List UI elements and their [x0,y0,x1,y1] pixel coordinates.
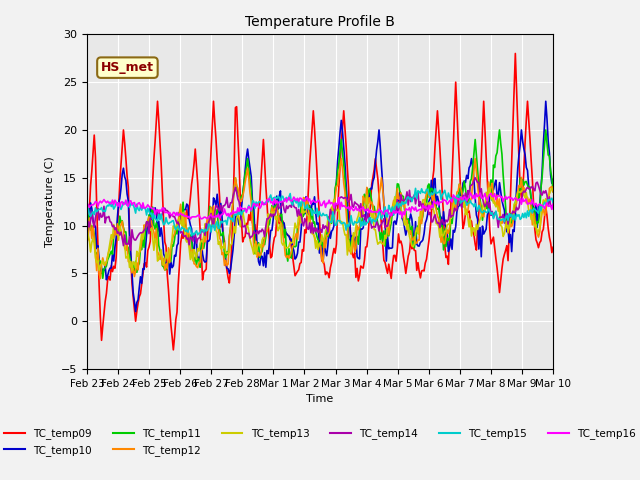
Line: TC_temp09: TC_temp09 [87,53,553,350]
TC_temp12 [97,276,104,281]
TC_temp14 [324,229,332,235]
TC_temp13 [324,216,332,221]
Text: HS_met: HS_met [101,61,154,74]
TC_temp13 [113,228,121,234]
TC_temp16 [467,190,474,196]
TC_temp10 [486,192,493,198]
TC_temp12 [324,232,332,238]
TC_temp13 [99,258,107,264]
TC_temp13 [83,226,91,231]
TC_temp15 [113,200,121,206]
TC_temp16 [548,206,556,212]
TC_temp14 [549,202,557,208]
TC_temp11 [548,175,556,181]
TC_temp16 [417,206,424,212]
TC_temp16 [186,216,194,222]
Line: TC_temp10: TC_temp10 [87,101,553,312]
TC_temp16 [487,191,495,196]
TC_temp16 [113,203,121,209]
TC_temp13 [548,185,556,191]
TC_temp10 [549,176,557,182]
TC_temp09 [417,275,424,281]
TC_temp13 [486,185,493,191]
TC_temp10 [113,215,121,221]
TC_temp12 [100,260,108,266]
TC_temp09 [324,270,332,276]
TC_temp12 [418,221,426,227]
TC_temp15 [99,208,107,214]
TC_temp10 [417,240,424,245]
TC_temp15 [487,211,495,217]
TC_temp15 [83,209,91,215]
X-axis label: Time: Time [307,394,333,404]
TC_temp09 [113,226,121,231]
TC_temp10 [542,98,550,104]
TC_temp09 [170,347,177,353]
TC_temp10 [83,234,91,240]
Line: TC_temp11: TC_temp11 [87,130,553,278]
TC_temp15 [548,195,556,201]
TC_temp12 [83,227,91,232]
Legend: TC_temp09, TC_temp10, TC_temp11, TC_temp12, TC_temp13, TC_temp14, TC_temp15, TC_: TC_temp09, TC_temp10, TC_temp11, TC_temp… [0,424,640,460]
TC_temp15 [188,233,195,239]
Line: TC_temp16: TC_temp16 [87,193,553,219]
TC_temp14 [417,199,424,204]
TC_temp11 [495,127,503,133]
TC_temp11 [324,234,332,240]
TC_temp14 [487,213,495,218]
TC_temp12 [487,184,495,190]
TC_temp13 [128,268,136,274]
TC_temp09 [511,50,519,56]
TC_temp12 [337,156,345,161]
TC_temp12 [115,226,122,231]
Line: TC_temp15: TC_temp15 [87,188,553,236]
TC_temp15 [418,186,426,192]
TC_temp09 [99,324,107,329]
TC_temp13 [417,216,424,222]
TC_temp13 [549,187,557,193]
Line: TC_temp14: TC_temp14 [87,178,553,250]
TC_temp14 [113,230,121,236]
Title: Temperature Profile B: Temperature Profile B [245,15,395,29]
TC_temp16 [549,201,557,207]
Line: TC_temp12: TC_temp12 [87,158,553,278]
TC_temp09 [549,244,557,250]
TC_temp14 [83,231,91,237]
TC_temp11 [115,227,122,232]
TC_temp14 [548,203,556,209]
Y-axis label: Temperature (C): Temperature (C) [45,156,55,247]
TC_temp14 [99,213,107,219]
TC_temp12 [548,184,556,190]
TC_temp15 [412,185,419,191]
TC_temp10 [548,180,556,186]
TC_temp11 [486,183,493,189]
TC_temp13 [487,196,495,202]
TC_temp10 [324,242,332,248]
TC_temp15 [324,216,332,222]
TC_temp16 [99,199,107,204]
TC_temp11 [100,266,108,272]
TC_temp14 [127,247,134,253]
TC_temp11 [99,276,107,281]
TC_temp16 [83,202,91,207]
TC_temp15 [549,200,557,206]
TC_temp11 [417,217,424,223]
TC_temp11 [83,228,91,234]
TC_temp09 [83,240,91,245]
TC_temp09 [486,227,493,233]
TC_temp10 [132,309,140,314]
TC_temp10 [99,266,107,272]
TC_temp12 [549,189,557,194]
TC_temp09 [548,250,556,255]
Line: TC_temp13: TC_temp13 [87,188,553,271]
TC_temp11 [549,189,557,194]
TC_temp14 [471,175,479,180]
TC_temp16 [324,201,332,206]
